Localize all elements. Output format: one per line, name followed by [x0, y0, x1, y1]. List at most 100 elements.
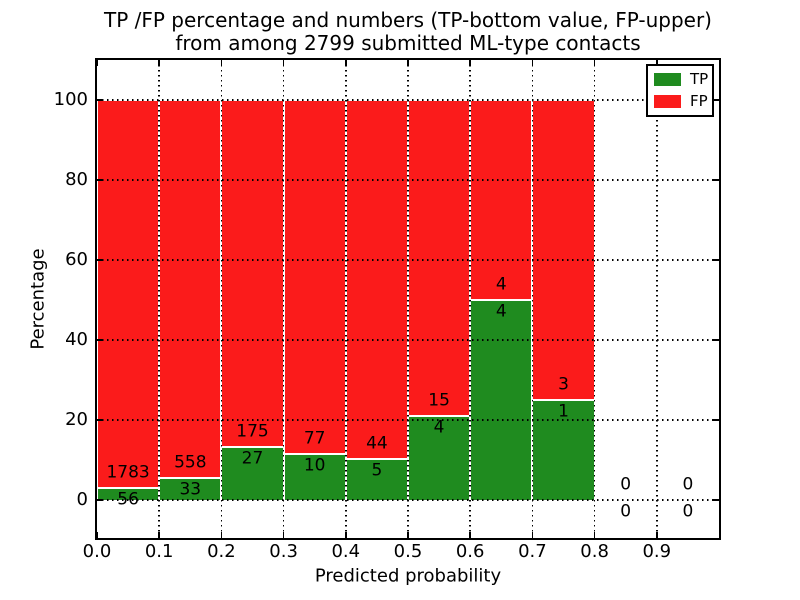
bar-segment-fp	[159, 100, 222, 478]
bar-count-label-fp: 0	[620, 474, 632, 495]
legend-swatch-tp	[654, 73, 681, 86]
bar-count-label-tp: 4	[495, 301, 507, 322]
chart-title: TP /FP percentage and numbers (TP-bottom…	[95, 9, 721, 54]
y-tick-mark	[97, 259, 103, 261]
x-tick-label: 0.8	[580, 541, 609, 562]
x-tick-label: 0.1	[144, 541, 174, 562]
gridline-vertical	[593, 60, 596, 538]
y-tick-mark	[713, 339, 719, 341]
bar-count-label-tp: 5	[371, 460, 383, 481]
y-tick-mark	[97, 499, 103, 501]
bar-count-label-fp: 0	[682, 474, 694, 495]
x-tick-mark	[345, 60, 347, 66]
x-tick-mark	[407, 60, 409, 66]
legend-swatch-fp	[654, 95, 681, 108]
x-tick-mark	[593, 532, 596, 538]
gridline-vertical	[531, 60, 534, 538]
x-tick-label: 0.4	[331, 541, 361, 562]
x-tick-label: 0.2	[207, 541, 236, 562]
chart-title-line1: TP /FP percentage and numbers (TP-bottom…	[104, 8, 712, 32]
bar-count-label-tp: 10	[303, 455, 326, 476]
x-tick-mark	[220, 532, 223, 538]
bar-count-label-fp: 558	[174, 452, 207, 473]
gridline-vertical	[407, 60, 409, 538]
x-tick-mark	[158, 532, 160, 538]
x-tick-mark	[656, 532, 658, 538]
bar-count-label-fp: 3	[558, 374, 569, 395]
gridline-vertical	[345, 60, 347, 538]
bar-segment-fp	[283, 100, 346, 455]
x-axis-label: Predicted probability	[314, 565, 502, 587]
bar-count-label-fp: 15	[428, 390, 450, 411]
bar-count-label-tp: 56	[117, 489, 139, 510]
y-tick-mark	[97, 339, 103, 341]
gridline-vertical	[656, 60, 658, 538]
x-tick-mark	[407, 532, 409, 538]
bar-count-label-tp: 0	[682, 501, 694, 522]
y-tick-mark	[713, 419, 719, 421]
gridline-vertical	[282, 60, 285, 538]
bar-segment-fp	[532, 100, 595, 400]
bar-count-label-fp: 44	[366, 433, 388, 454]
y-tick-mark	[97, 419, 103, 421]
x-tick-label: 0.6	[455, 541, 485, 562]
x-tick-mark	[96, 60, 98, 66]
y-tick-label: 20	[65, 409, 88, 430]
y-tick-label: 0	[76, 489, 88, 510]
y-tick-label: 40	[65, 329, 88, 350]
gridline-vertical	[220, 60, 223, 538]
y-tick-mark	[713, 179, 719, 181]
x-tick-mark	[282, 60, 285, 66]
x-tick-label: 0.3	[269, 541, 298, 562]
x-tick-label: 0.7	[518, 541, 547, 562]
x-tick-mark	[345, 532, 347, 538]
chart-title-line2: from among 2799 submitted ML-type contac…	[175, 30, 641, 55]
x-tick-label: 0.0	[82, 541, 112, 562]
x-tick-mark	[531, 532, 534, 538]
bar-segment-tp	[470, 300, 533, 500]
bar-segment-fp	[97, 100, 160, 488]
bar-segment-fp	[470, 100, 533, 300]
x-tick-mark	[469, 60, 471, 66]
legend: TP FP	[646, 64, 714, 117]
bar-count-label-tp: 33	[179, 479, 202, 500]
x-tick-mark	[469, 532, 471, 538]
bar-count-label-tp: 4	[433, 417, 445, 438]
bar-count-label-tp: 27	[241, 448, 264, 469]
bar-count-label-fp: 175	[236, 421, 269, 442]
y-tick-label: 60	[65, 249, 88, 270]
legend-label: TP	[690, 70, 709, 88]
y-tick-label: 100	[53, 89, 88, 110]
gridline-vertical	[158, 60, 160, 538]
bar-segment-fp	[345, 100, 408, 460]
bar-count-label-fp: 77	[303, 428, 326, 449]
x-tick-mark	[158, 60, 160, 66]
x-tick-label: 0.5	[393, 541, 423, 562]
bar-segment-tp	[283, 454, 346, 500]
plot-area: TP FP 1783 56 558 33 175 27 77 10 44 5 15 4 4 4 3 1 0 0 0 0	[95, 58, 721, 540]
x-tick-mark	[656, 60, 658, 66]
bar-segment-tp	[408, 415, 471, 500]
bar-segment-tp	[221, 446, 284, 500]
bar-segment-tp	[345, 459, 408, 500]
x-tick-mark	[96, 532, 98, 538]
y-tick-mark	[97, 99, 103, 101]
legend-label: FP	[690, 92, 708, 110]
bar-segment-fp	[408, 100, 471, 416]
y-tick-mark	[713, 259, 719, 261]
x-tick-mark	[282, 532, 285, 538]
x-tick-mark	[593, 60, 596, 66]
bar-segment-tp	[532, 400, 595, 500]
bar-count-label-fp: 4	[495, 274, 507, 295]
x-tick-mark	[220, 60, 223, 66]
bar-count-label-tp: 0	[620, 501, 632, 522]
gridline-vertical	[469, 60, 471, 538]
bar-count-label-fp: 1783	[106, 462, 150, 483]
y-tick-label: 80	[65, 169, 88, 190]
y-tick-mark	[97, 179, 103, 181]
y-tick-mark	[713, 499, 719, 501]
x-tick-mark	[531, 60, 534, 66]
bar-segment-fp	[221, 100, 284, 447]
x-tick-label: 0.9	[642, 541, 672, 562]
